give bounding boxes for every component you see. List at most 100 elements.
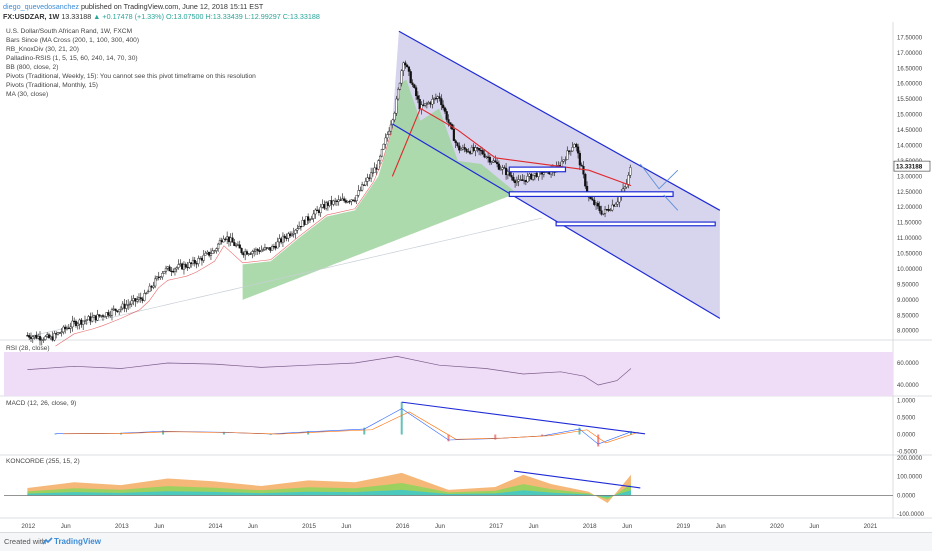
candle-up <box>166 266 169 269</box>
candle-up <box>560 161 563 167</box>
candle-up <box>236 244 240 246</box>
candle-down <box>375 167 378 170</box>
candle-down <box>208 251 211 256</box>
candle-up <box>278 238 281 243</box>
indicator-label[interactable]: MA (30, close) <box>6 91 49 98</box>
candle-up <box>371 172 375 174</box>
candle-up <box>382 143 385 150</box>
candle-up <box>199 258 202 260</box>
candle-down <box>238 244 241 249</box>
koncorde-label[interactable]: KONCORDE (255, 15, 2) <box>6 458 80 465</box>
candle-down <box>497 163 500 170</box>
candle-down <box>567 150 571 152</box>
candle-up <box>337 199 340 202</box>
indicator-label[interactable]: U.S. Dollar/South African Rand, 1W, FXCM <box>6 28 133 35</box>
candle-up <box>298 225 301 229</box>
candle-down <box>80 319 83 325</box>
candle-up <box>42 339 45 341</box>
indicator-label[interactable]: Bars Since (MA Cross (200, 1, 100, 300, … <box>6 37 140 44</box>
candle-up <box>602 213 605 215</box>
candle-up <box>373 167 376 173</box>
indicator-label[interactable]: Pivots (Traditional, Weekly, 15): You ca… <box>6 73 256 80</box>
price-tick-label: 12.50000 <box>897 190 923 196</box>
candle-up <box>629 167 632 176</box>
koncorde-tick-label: 0.0000 <box>897 493 916 499</box>
bollinger-lower-line <box>27 217 543 338</box>
candle-down <box>535 172 538 177</box>
candle-down <box>413 84 416 88</box>
candle-down <box>47 334 51 339</box>
moving-average-line <box>391 107 632 187</box>
last-price-label: 13.33188 <box>896 164 923 171</box>
time-tick-label: Jun <box>341 523 352 530</box>
candle-up <box>433 97 436 100</box>
candle-down <box>200 258 204 261</box>
candle-up <box>62 326 65 333</box>
candle-down <box>409 71 412 84</box>
candle-up <box>459 148 463 151</box>
candle-up <box>78 319 81 325</box>
indicator-label[interactable]: BB (800, close, 2) <box>6 64 59 71</box>
created-with-text: Created with <box>4 537 47 546</box>
candle-up <box>145 292 148 295</box>
bollinger-band-area <box>242 79 515 300</box>
macd-histogram-bar <box>269 433 272 435</box>
candle-up <box>163 271 166 274</box>
published-note: published on TradingView.com, June 12, 2… <box>80 2 264 11</box>
time-tick-label: Jun <box>716 523 727 530</box>
candle-up <box>263 247 267 250</box>
macd-tick-label: 1.0000 <box>897 398 916 404</box>
candle-up <box>395 98 398 114</box>
candle-up <box>603 209 607 214</box>
candle-down <box>343 198 346 201</box>
open-value: O:13.07500 <box>165 12 204 21</box>
candle-up <box>209 253 213 256</box>
candle-up <box>370 172 373 179</box>
author-name[interactable]: diego_quevedosanchez <box>3 2 79 11</box>
candle-up <box>393 112 396 121</box>
candle-down <box>445 111 448 120</box>
price-tick-label: 17.00000 <box>897 51 923 57</box>
rsi-band <box>4 352 893 396</box>
candle-up <box>614 203 617 207</box>
candle-up <box>253 250 256 253</box>
price-tick-label: 13.00000 <box>897 174 923 180</box>
candle-up <box>564 159 567 161</box>
candle-up <box>533 172 536 176</box>
candle-up <box>310 218 313 220</box>
candle-down <box>64 326 67 330</box>
price-tick-label: 8.00000 <box>897 329 919 335</box>
tradingview-brand[interactable]: TradingView <box>54 537 101 546</box>
candle-down <box>316 209 319 211</box>
change-value: +0.17478 (+1.33%) <box>102 12 164 21</box>
macd-label[interactable]: MACD (12, 26, close, 9) <box>6 400 77 407</box>
indicator-label[interactable]: Pivots (Traditional, Monthly, 15) <box>6 82 98 89</box>
candle-down <box>477 148 481 151</box>
candle-down <box>326 202 330 206</box>
candle-up <box>366 177 369 182</box>
candle-up <box>175 267 178 270</box>
candle-up <box>292 233 295 235</box>
candle-up <box>218 240 222 245</box>
candle-up <box>130 300 133 305</box>
candle-up <box>388 130 391 135</box>
price-tick-label: 17.50000 <box>897 35 923 41</box>
candle-up <box>56 332 60 335</box>
ma-long-line <box>55 128 393 347</box>
macd-histogram-bar <box>447 434 450 442</box>
macd-histogram-bar <box>494 434 497 440</box>
candle-down <box>224 238 227 240</box>
indicator-label[interactable]: Palladino-RSIS (1, 5, 15, 60, 240, 14, 7… <box>6 55 138 62</box>
price-tick-label: 10.00000 <box>897 267 923 273</box>
rsi-label[interactable]: RSI (28, close) <box>6 345 50 352</box>
candle-down <box>454 140 457 143</box>
candle-up <box>91 316 94 322</box>
candle-up <box>65 327 69 330</box>
candle-down <box>416 95 420 100</box>
candle-down <box>193 259 196 264</box>
indicator-label[interactable]: RB_KnoxDiv (30, 21, 20) <box>6 46 79 53</box>
candle-down <box>172 271 175 273</box>
candle-up <box>431 98 434 105</box>
candle-up <box>85 319 88 321</box>
candle-up <box>321 204 324 208</box>
